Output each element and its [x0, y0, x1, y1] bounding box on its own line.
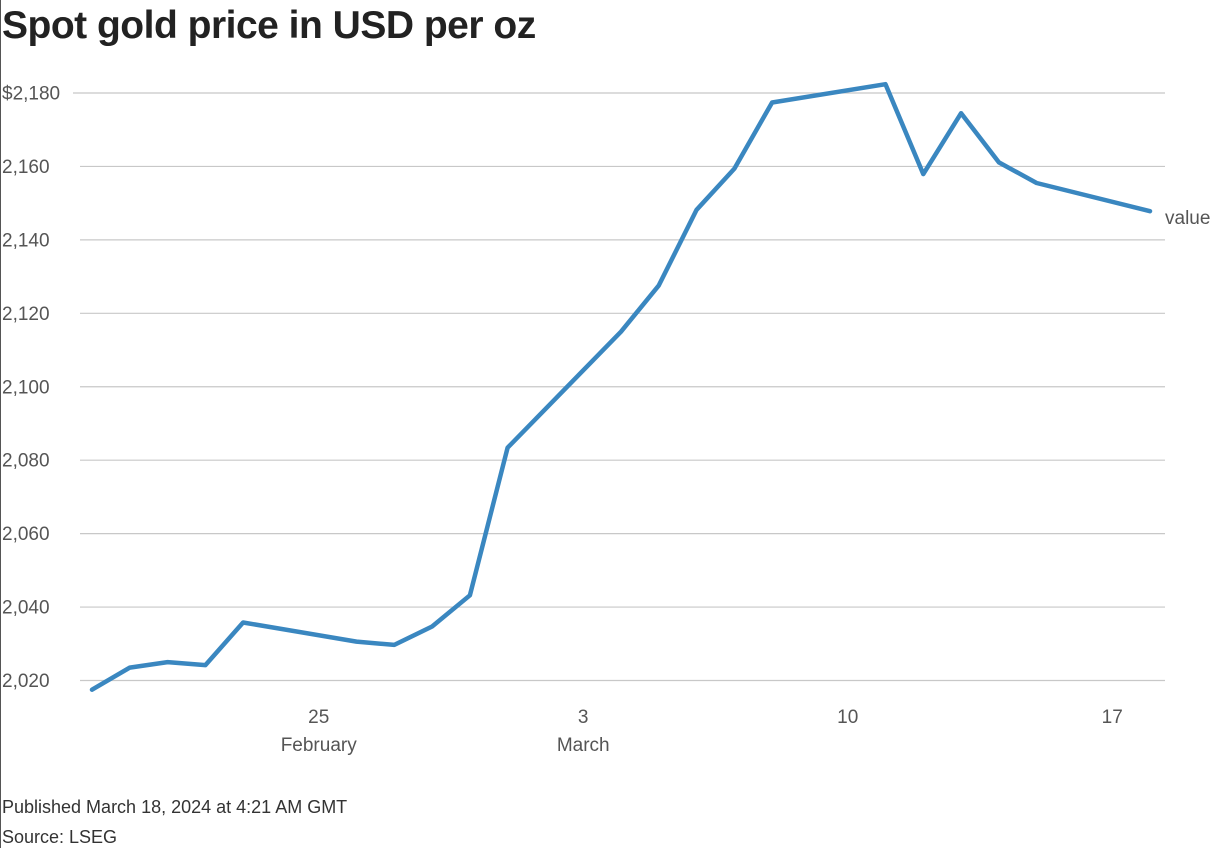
- x-tick-label: 17: [1102, 707, 1123, 728]
- y-axis-ticks: 2,020 2,040 2,060 2,080 2,100 2,120 2,140 2,160…: [2, 84, 60, 693]
- series-lines: [89, 81, 1153, 692]
- series-line: [89, 81, 1153, 692]
- line-chart: 2,020 2,040 2,060 2,080 2,100 2,120 2,140 2,160…: [2, 81, 1210, 756]
- chart-title: Spot gold price in USD per oz: [2, 4, 536, 47]
- y-tick-label: 2,120: [2, 304, 50, 325]
- published-note: Published March 18, 2024 at 4:21 AM GMT: [2, 797, 348, 817]
- x-tick-month-label: February: [281, 735, 358, 756]
- y-tick-label: 2,100: [2, 377, 50, 398]
- y-tick-label: 2,140: [2, 230, 50, 251]
- source-note: Source: LSEG: [2, 827, 118, 847]
- y-tick-label: 2,020: [2, 671, 50, 692]
- series-end-label: value: [1165, 208, 1210, 229]
- x-tick-label: 25: [308, 707, 329, 728]
- y-tick-label: 2,080: [2, 451, 50, 472]
- x-tick-label: 10: [837, 707, 858, 728]
- x-tick-label: 3: [578, 707, 589, 728]
- series-labels: value: [1165, 208, 1210, 229]
- y-tick-label: 2,160: [2, 157, 50, 178]
- y-tick-label: 2,040: [2, 598, 50, 619]
- y-tick-label: 2,060: [2, 524, 50, 545]
- x-axis-ticks: 25 February 3 March 10 17: [281, 707, 1123, 756]
- left-border-rule: [0, 0, 1, 848]
- gridlines: [73, 92, 1165, 682]
- x-tick-month-label: March: [557, 735, 610, 756]
- y-tick-label: $2,180: [2, 84, 60, 105]
